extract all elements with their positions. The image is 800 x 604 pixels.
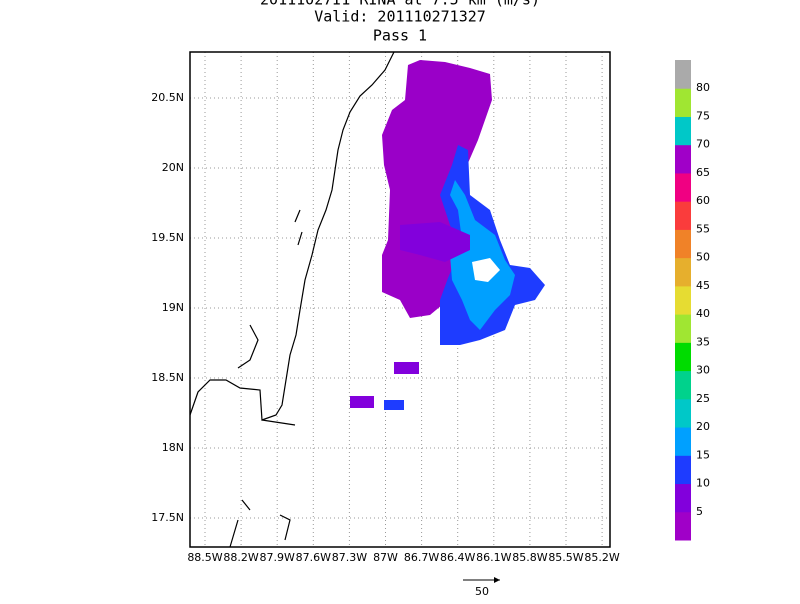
reference-vector-label: 50: [475, 585, 489, 598]
colorbar-label: 35: [696, 335, 710, 348]
colorbar-swatch: [675, 342, 691, 372]
lon-label: 87.3W: [332, 551, 367, 564]
lon-label: 86.4W: [440, 551, 475, 564]
title-line-3: Pass 1: [373, 27, 427, 45]
colorbar-swatch: [675, 144, 691, 174]
colorbar-swatch: [675, 60, 691, 89]
title-line-2: Valid: 201110271327: [314, 8, 486, 26]
coastline: [189, 51, 395, 548]
colorbar-label: 30: [696, 364, 710, 377]
lon-label: 85.8W: [512, 551, 547, 564]
lon-label: 87W: [373, 551, 398, 564]
colorbar-label: 55: [696, 222, 710, 235]
lat-label: 18.5N: [151, 371, 184, 384]
colorbar-swatch: [675, 116, 691, 146]
colorbar-swatch: [675, 398, 691, 428]
colorbar-label: 60: [696, 194, 710, 207]
lat-label: 17.5N: [151, 511, 184, 524]
lon-label: 88.5W: [187, 551, 222, 564]
colorbar-label: 15: [696, 448, 710, 461]
colorbar-swatch: [675, 370, 691, 400]
colorbar-swatch: [675, 229, 691, 259]
colorbar-label: 40: [696, 307, 710, 320]
lon-label: 85.2W: [584, 551, 619, 564]
lon-label: 87.9W: [260, 551, 295, 564]
colorbar-swatch: [675, 285, 691, 315]
wind-field: [350, 60, 545, 410]
lat-label: 19.5N: [151, 231, 184, 244]
grid: 88.5W 88.2W 87.9W 87.6W 87.3W 87W 86.7W 86.4W 86…: [151, 52, 620, 564]
colorbar-swatch: [675, 201, 691, 230]
colorbar-label: 70: [696, 138, 710, 151]
colorbar-swatch: [675, 427, 691, 456]
lat-label: 18N: [162, 441, 184, 454]
colorbar-swatch: [675, 257, 691, 287]
colorbar-swatch: [675, 172, 691, 202]
colorbar-label: 75: [696, 109, 710, 122]
colorbar-swatch: [675, 511, 691, 541]
colorbar-label: 25: [696, 392, 710, 405]
colorbar-swatch: [675, 483, 691, 513]
colorbar-label: 5: [696, 505, 703, 518]
lat-label: 19N: [162, 301, 184, 314]
colorbar-swatch: [675, 314, 691, 343]
lat-label: 20.5N: [151, 91, 184, 104]
colorbar-label: 50: [696, 251, 710, 264]
colorbar-swatch: [675, 88, 691, 117]
colorbar-label: 20: [696, 420, 710, 433]
lon-label: 85.5W: [548, 551, 583, 564]
lon-label: 87.6W: [296, 551, 331, 564]
colorbar-label: 45: [696, 279, 710, 292]
colorbar-label: 80: [696, 81, 710, 94]
colorbar-swatch: [675, 455, 691, 485]
lon-label: 86.1W: [476, 551, 511, 564]
lon-label: 86.7W: [404, 551, 439, 564]
colorbar-label: 10: [696, 477, 710, 490]
title-line-1: 20111027I1 RINA at 7.5 km (m/s): [260, 0, 540, 9]
lat-label: 20N: [162, 161, 184, 174]
map-frame: [189, 51, 611, 548]
lon-label: 88.2W: [223, 551, 258, 564]
colorbar: 5 10 15 20 25 30 35 40 45 50 55 60 65 70 75 80: [675, 60, 710, 541]
colorbar-label: 65: [696, 166, 710, 179]
reference-arrowhead: [494, 577, 500, 583]
